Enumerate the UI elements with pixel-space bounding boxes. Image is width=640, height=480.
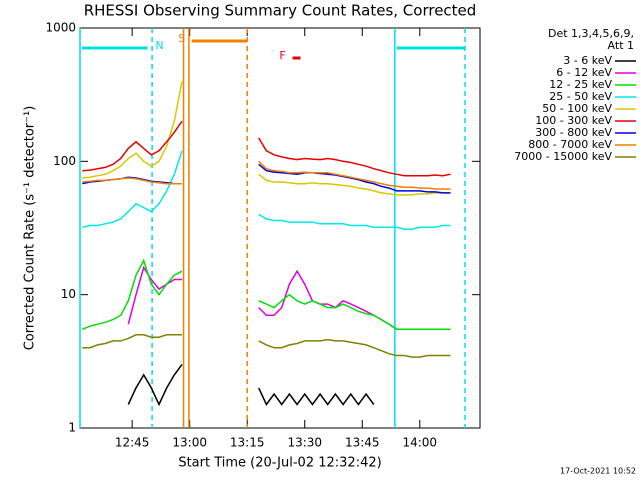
x-tick-label: 13:00 (172, 436, 207, 450)
legend-label: 12 - 25 keV (549, 78, 612, 91)
series-line (82, 80, 451, 196)
footer: 17-Oct-2021 10:52 (560, 467, 636, 476)
y-tick-label: 100 (53, 154, 76, 168)
x-tick-label: 14:00 (402, 436, 437, 450)
legend-label: 3 - 6 keV (563, 54, 612, 67)
x-axis-label: Start Time (20-Jul-02 12:32:42) (178, 456, 381, 471)
legend-label: 100 - 300 keV (535, 114, 612, 127)
y-tick-label: 1 (68, 421, 76, 435)
chart-title: RHESSI Observing Summary Count Rates, Co… (84, 2, 477, 20)
legend-label: 50 - 100 keV (542, 102, 612, 115)
legend-label: 6 - 12 keV (556, 66, 612, 79)
flag-label: S (178, 32, 185, 45)
y-tick-label: 1000 (45, 21, 76, 35)
legend-label: 300 - 800 keV (535, 126, 612, 139)
series-line (82, 120, 451, 177)
y-axis-label: Corrected Count Rate (s⁻¹ detector⁻¹) (23, 106, 38, 351)
legend-title: Det 1,3,4,5,6,9, (548, 27, 634, 40)
flag-label: F (279, 49, 285, 62)
series-line (82, 334, 451, 358)
x-tick-label: 13:15 (230, 436, 265, 450)
series-line (82, 160, 451, 190)
legend-label: 25 - 50 keV (549, 90, 612, 103)
legend-title: Att 1 (608, 39, 634, 52)
series-line (127, 363, 375, 407)
x-tick-label: 13:45 (345, 436, 380, 450)
x-tick-label: 12:45 (115, 436, 150, 450)
legend-label: 7000 - 15000 keV (514, 150, 612, 163)
flag-label: N (155, 39, 163, 52)
x-tick-label: 13:30 (287, 436, 322, 450)
series-line (82, 258, 451, 331)
y-tick-label: 10 (61, 287, 76, 301)
legend-label: 800 - 7000 keV (528, 138, 612, 151)
series-line (82, 150, 451, 230)
